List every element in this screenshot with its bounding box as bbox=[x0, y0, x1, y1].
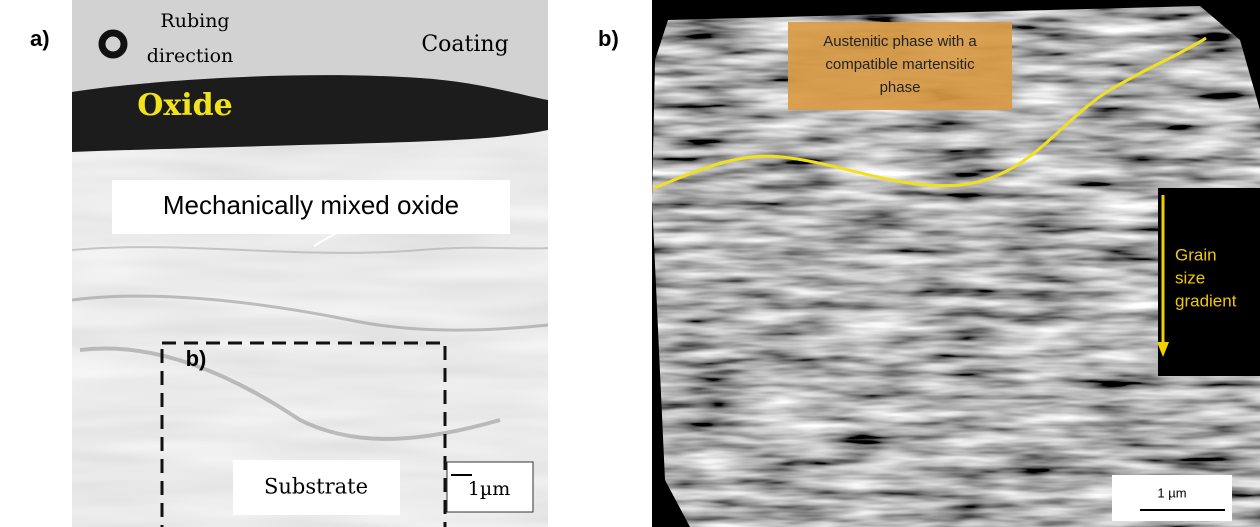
annotation: b) bbox=[186, 346, 207, 371]
annotation: Grain bbox=[1175, 245, 1217, 264]
annotation: Austenitic phase with a bbox=[823, 33, 977, 50]
annotation: gradient bbox=[1175, 291, 1237, 310]
annotation: size bbox=[1175, 268, 1205, 287]
panel-label: a) bbox=[30, 26, 50, 51]
annotation: Oxide bbox=[137, 88, 232, 123]
label-box bbox=[1158, 188, 1260, 376]
scale-label: 1µm bbox=[468, 478, 510, 500]
micrograph-a bbox=[72, 0, 548, 527]
figure: a) Rubing direction Coating Oxide Mechan… bbox=[0, 0, 1260, 527]
annotation: Coating bbox=[421, 32, 508, 57]
annotation: Mechanically mixed oxide bbox=[163, 190, 459, 220]
annotation: phase bbox=[880, 79, 921, 96]
annotation: Substrate bbox=[264, 475, 368, 499]
panel-label: b) bbox=[598, 26, 619, 51]
annotation: compatible martensitic bbox=[825, 56, 975, 73]
scale-label: 1 µm bbox=[1157, 485, 1186, 500]
annotation: direction bbox=[147, 45, 234, 67]
annotation: Rubing bbox=[160, 10, 229, 32]
